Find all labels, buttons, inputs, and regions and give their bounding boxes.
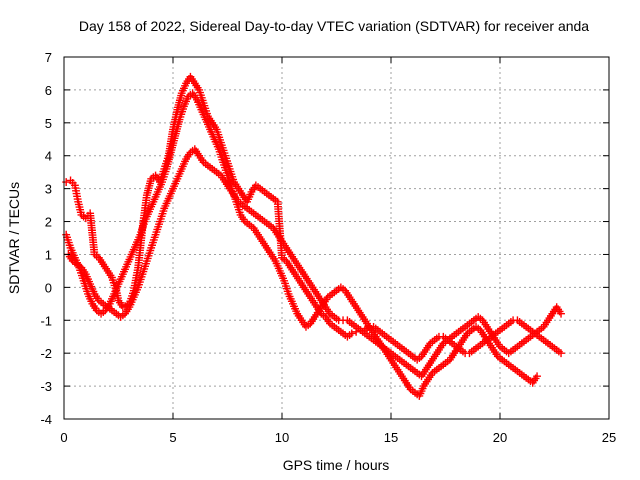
data-point [347, 329, 356, 338]
x-tick-label: 25 [602, 430, 616, 445]
y-tick-label: -4 [40, 412, 52, 427]
y-tick-label: -2 [40, 346, 52, 361]
data-marks [62, 72, 565, 400]
x-tick-label: 20 [493, 430, 507, 445]
y-tick-label: 5 [45, 116, 52, 131]
y-tick-label: 6 [45, 83, 52, 98]
y-tick-label: 1 [45, 247, 52, 262]
data-point [557, 349, 565, 358]
y-tick-label: -3 [40, 379, 52, 394]
x-tick-label: 5 [169, 430, 176, 445]
x-axis-label: GPS time / hours [283, 457, 390, 473]
data-point [533, 372, 541, 381]
chart-title: Day 158 of 2022, Sidereal Day-to-day VTE… [79, 18, 589, 34]
axis-ticks [63, 56, 610, 420]
x-tick-label: 15 [384, 430, 398, 445]
y-tick-label: 7 [45, 50, 52, 65]
y-tick-label: 4 [45, 149, 52, 164]
y-tick-label: -1 [40, 313, 52, 328]
y-tick-label: 3 [45, 182, 52, 197]
data-point [557, 309, 565, 318]
tick-labels: 0 5 10 15 20 25 -4 -3 -2 -1 0 1 2 3 4 5 6 7 [40, 50, 616, 445]
y-tick-label: 2 [45, 215, 52, 230]
plot-frame [63, 56, 610, 420]
grid [64, 57, 609, 419]
x-tick-label: 0 [60, 430, 67, 445]
x-tick-label: 10 [275, 430, 289, 445]
y-axis-label: SDTVAR / TECUs [6, 182, 22, 294]
y-tick-label: 0 [45, 280, 52, 295]
